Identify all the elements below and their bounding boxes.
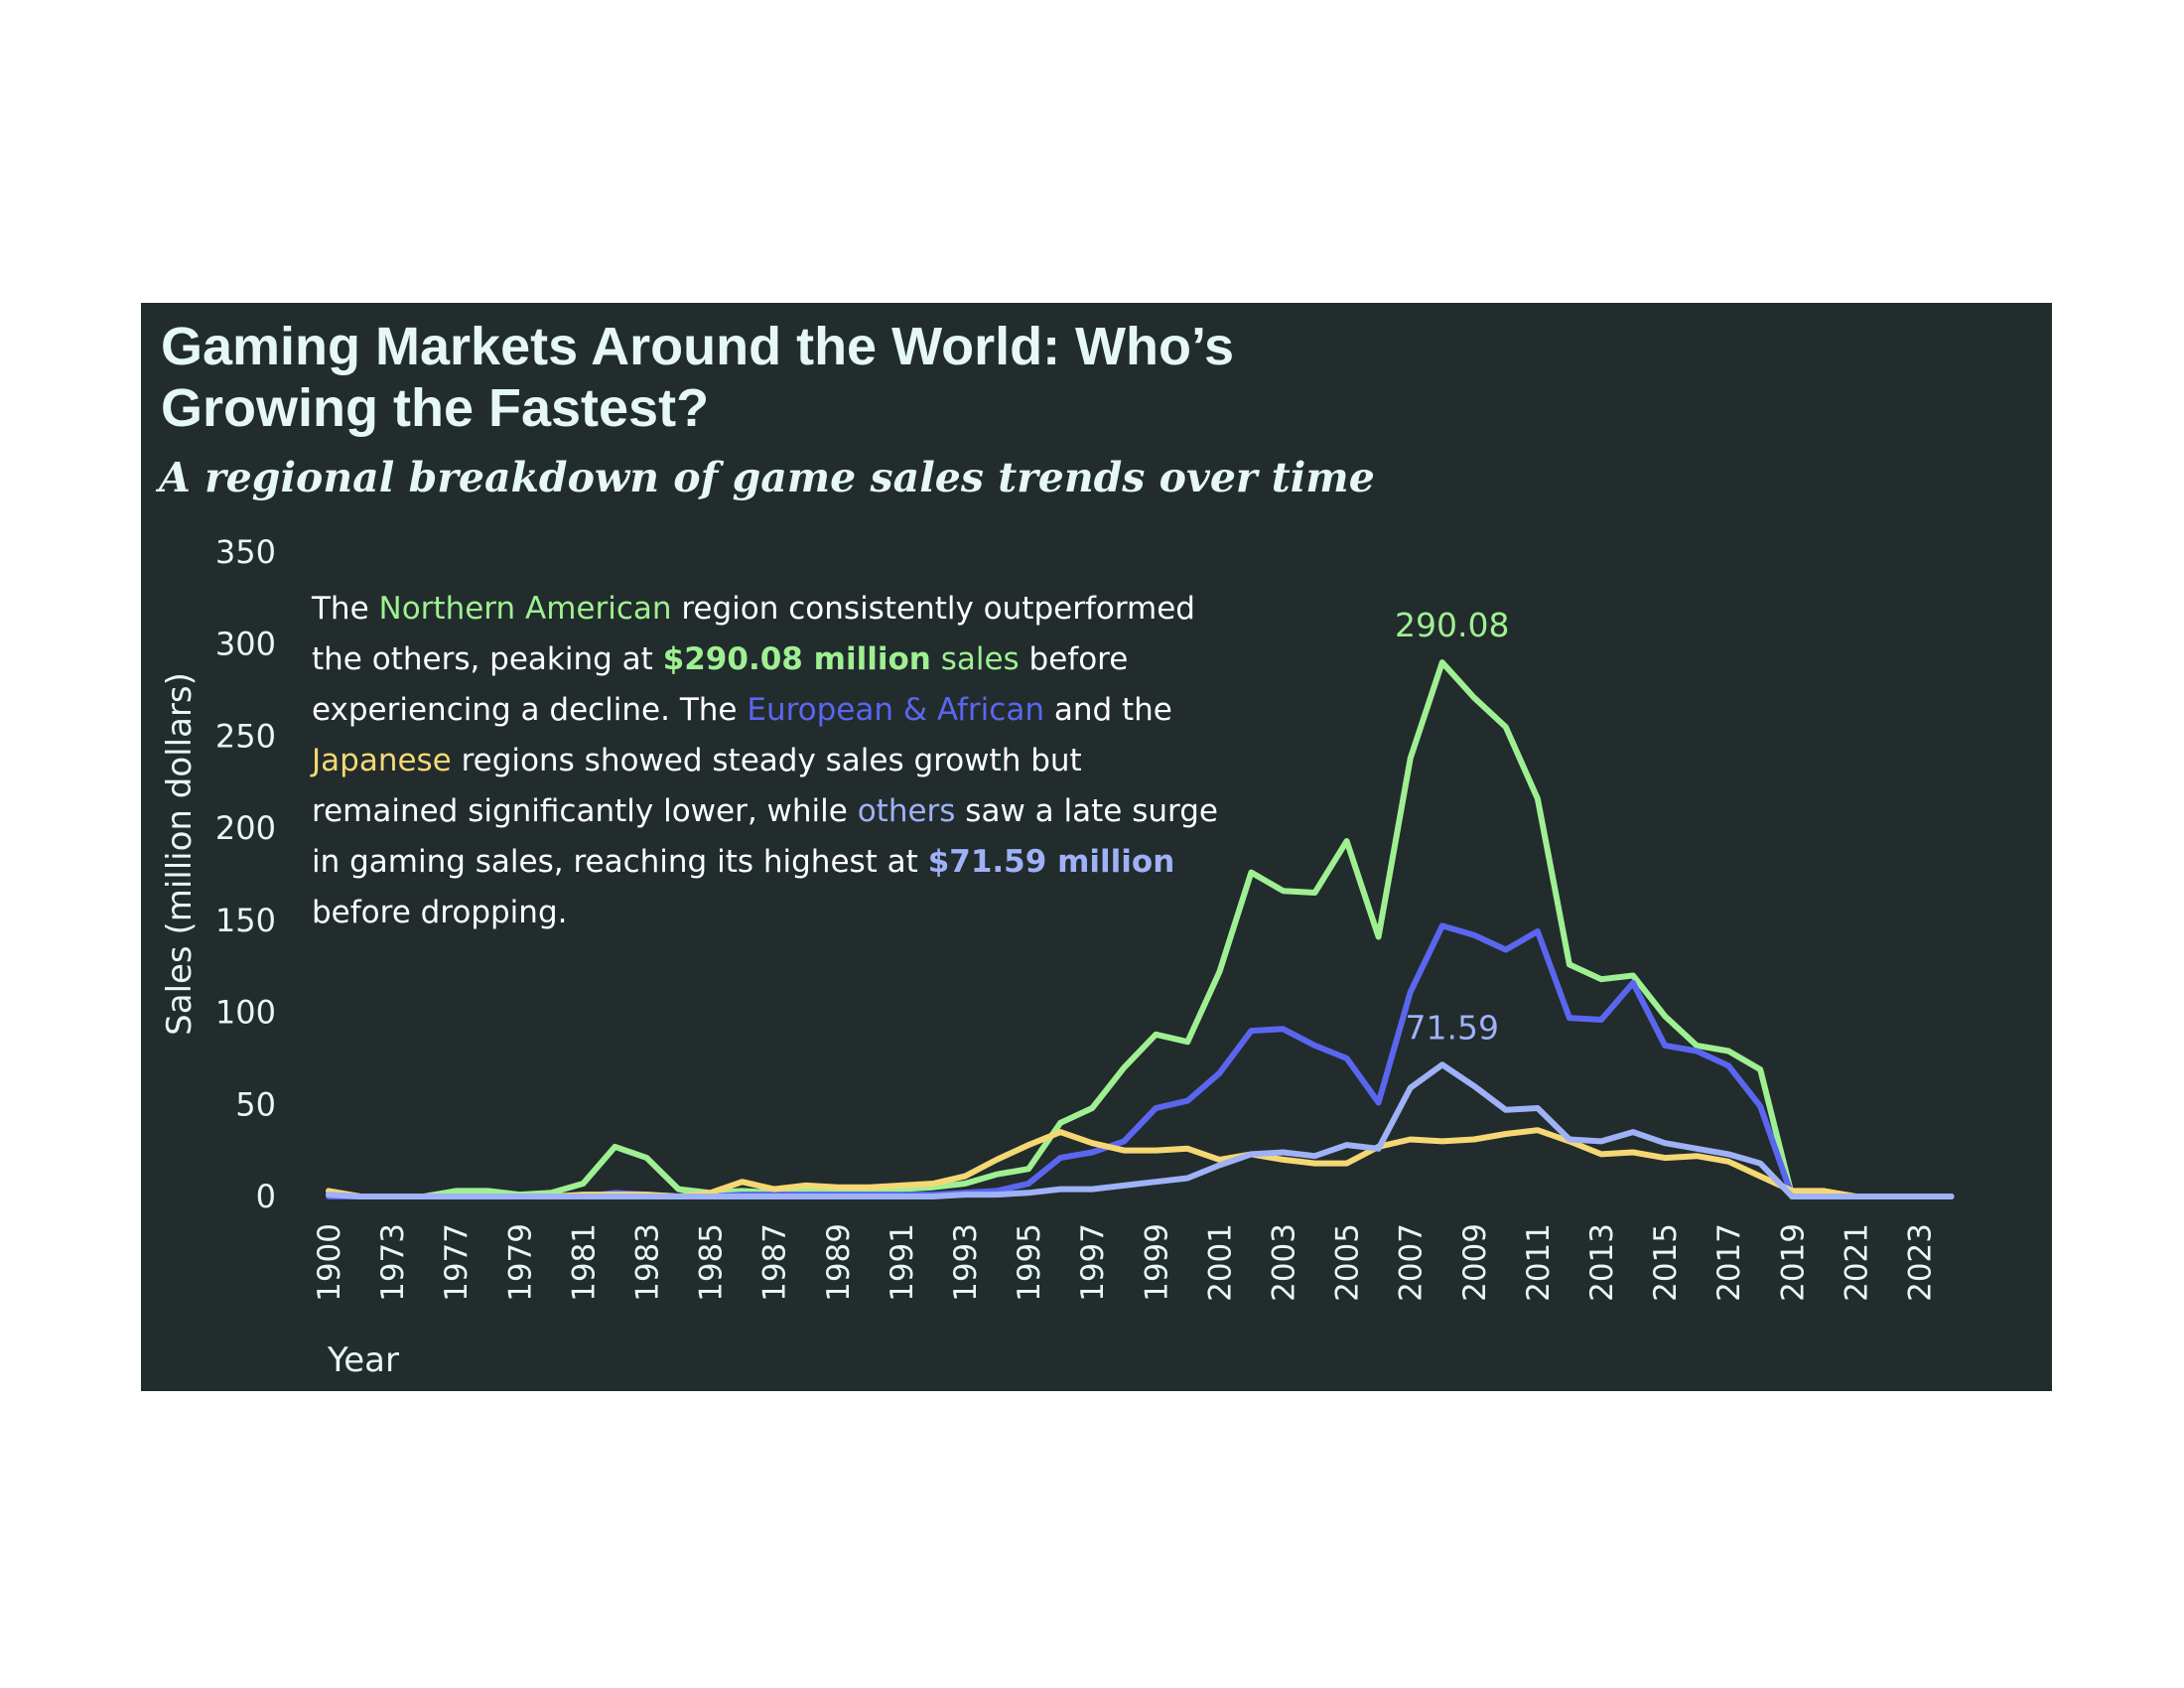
y-axis: 0 50 100 150 200 250 300 350 — [215, 533, 276, 1215]
x-tick-label: 1993 — [948, 1223, 984, 1302]
y-tick-label: 100 — [215, 994, 276, 1032]
x-tick-label: 1991 — [885, 1223, 920, 1302]
x-tick-label: 1997 — [1075, 1223, 1111, 1302]
data-labels: 290.08 71.59 — [1395, 606, 1509, 1047]
y-tick-label: 250 — [215, 717, 276, 755]
x-tick-label: 1981 — [566, 1223, 602, 1302]
chart-subtitle: A regional breakdown of game sales trend… — [159, 454, 1375, 501]
x-tick-label: 1973 — [375, 1223, 411, 1302]
data-label-peak: 290.08 — [1395, 606, 1509, 644]
x-tick-label: 1987 — [757, 1223, 793, 1302]
highlight-sales: sales — [940, 641, 1020, 677]
x-tick-label: 2011 — [1521, 1223, 1557, 1302]
x-tick-label: 1995 — [1012, 1223, 1047, 1302]
x-tick-label: 1983 — [630, 1223, 666, 1302]
x-tick-label: 2015 — [1648, 1223, 1684, 1302]
y-tick-label: 50 — [235, 1085, 276, 1123]
x-tick-label: 2007 — [1394, 1223, 1430, 1302]
chart-title: Gaming Markets Around the World: Who’s G… — [161, 317, 1235, 438]
annotation-text: The Northern American region consistentl… — [312, 591, 1218, 930]
y-axis-label: Sales (million dollars) — [160, 672, 200, 1036]
x-tick-label: 1985 — [694, 1223, 730, 1302]
x-tick-label: 1979 — [502, 1223, 538, 1302]
highlight-others-peak: $71.59 million — [927, 844, 1175, 880]
chart-panel — [141, 303, 2052, 1391]
x-tick-label: 2001 — [1202, 1223, 1238, 1302]
y-tick-label: 350 — [215, 533, 276, 571]
x-tick-label: 2021 — [1839, 1223, 1874, 1302]
series-line-3 — [326, 1061, 1955, 1199]
x-tick-label: 1999 — [1139, 1223, 1174, 1302]
data-label-peak: 71.59 — [1406, 1008, 1499, 1047]
x-tick-label: 2013 — [1584, 1223, 1620, 1302]
highlight-others: others — [857, 793, 956, 829]
y-tick-label: 0 — [256, 1178, 276, 1215]
x-tick-label: 2005 — [1330, 1223, 1366, 1302]
highlight-japan: Japanese — [312, 743, 452, 778]
x-tick-label: 2023 — [1903, 1223, 1939, 1302]
x-tick-label: 2017 — [1711, 1223, 1747, 1302]
x-tick-label: 1977 — [439, 1223, 475, 1302]
series-line-0 — [326, 659, 1955, 1199]
x-tick-label: 2019 — [1775, 1223, 1811, 1302]
y-tick-label: 150 — [215, 902, 276, 939]
x-axis-label: Year — [327, 1340, 399, 1380]
x-tick-label: 2009 — [1457, 1223, 1493, 1302]
x-tick-label: 2003 — [1267, 1223, 1302, 1302]
x-tick-label: 1900 — [312, 1223, 347, 1302]
highlight-na-peak: $290.08 million — [662, 641, 931, 677]
y-tick-label: 200 — [215, 809, 276, 847]
x-tick-label: 1989 — [821, 1223, 857, 1302]
series-lines — [326, 659, 1955, 1199]
highlight-north-america: Northern American — [378, 591, 672, 627]
x-axis: 1900 1973 1977 1979 1981 1983 1985 1987 1989 1991… — [312, 1223, 1939, 1302]
y-tick-label: 300 — [215, 626, 276, 663]
highlight-europe-africa: European & African — [747, 692, 1044, 728]
